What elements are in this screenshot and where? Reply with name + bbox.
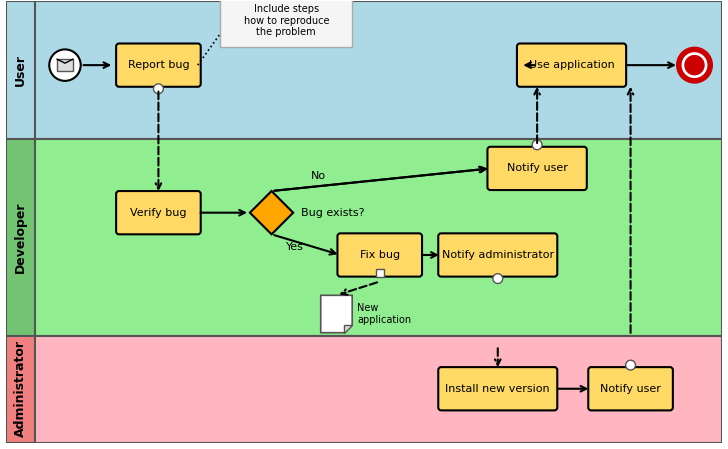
Text: Notify administrator: Notify administrator	[442, 250, 554, 260]
FancyBboxPatch shape	[488, 147, 587, 190]
FancyBboxPatch shape	[6, 336, 722, 443]
FancyBboxPatch shape	[221, 0, 352, 48]
FancyBboxPatch shape	[6, 139, 722, 336]
FancyBboxPatch shape	[588, 367, 673, 410]
Polygon shape	[250, 191, 293, 234]
Polygon shape	[321, 295, 352, 333]
Circle shape	[678, 49, 711, 81]
FancyBboxPatch shape	[116, 44, 201, 87]
FancyBboxPatch shape	[6, 139, 36, 336]
FancyBboxPatch shape	[438, 233, 557, 277]
Circle shape	[154, 84, 163, 94]
Circle shape	[625, 360, 636, 370]
Text: Report bug: Report bug	[127, 60, 189, 70]
Circle shape	[50, 49, 81, 81]
FancyBboxPatch shape	[6, 1, 722, 139]
Text: Bug exists?: Bug exists?	[301, 208, 365, 218]
FancyBboxPatch shape	[116, 191, 201, 234]
Bar	[376, 269, 384, 277]
Circle shape	[493, 274, 503, 283]
FancyBboxPatch shape	[517, 44, 626, 87]
Text: Include steps
how to reproduce
the problem: Include steps how to reproduce the probl…	[244, 4, 329, 37]
FancyBboxPatch shape	[6, 336, 36, 443]
FancyBboxPatch shape	[57, 59, 73, 71]
Text: Verify bug: Verify bug	[130, 208, 186, 218]
Text: Yes: Yes	[286, 242, 304, 252]
Text: Administrator: Administrator	[15, 340, 27, 437]
Polygon shape	[344, 325, 352, 333]
Text: Install new version: Install new version	[446, 384, 550, 394]
Text: Fix bug: Fix bug	[360, 250, 400, 260]
FancyBboxPatch shape	[6, 1, 36, 139]
FancyBboxPatch shape	[438, 367, 557, 410]
FancyBboxPatch shape	[338, 233, 422, 277]
Text: Use application: Use application	[529, 60, 614, 70]
Text: No: No	[311, 171, 326, 181]
Circle shape	[532, 140, 542, 150]
Text: Notify user: Notify user	[600, 384, 661, 394]
Text: Notify user: Notify user	[507, 163, 568, 173]
Text: New
application: New application	[357, 303, 411, 325]
Circle shape	[684, 55, 705, 75]
Text: User: User	[15, 54, 27, 86]
Text: Developer: Developer	[15, 202, 27, 273]
